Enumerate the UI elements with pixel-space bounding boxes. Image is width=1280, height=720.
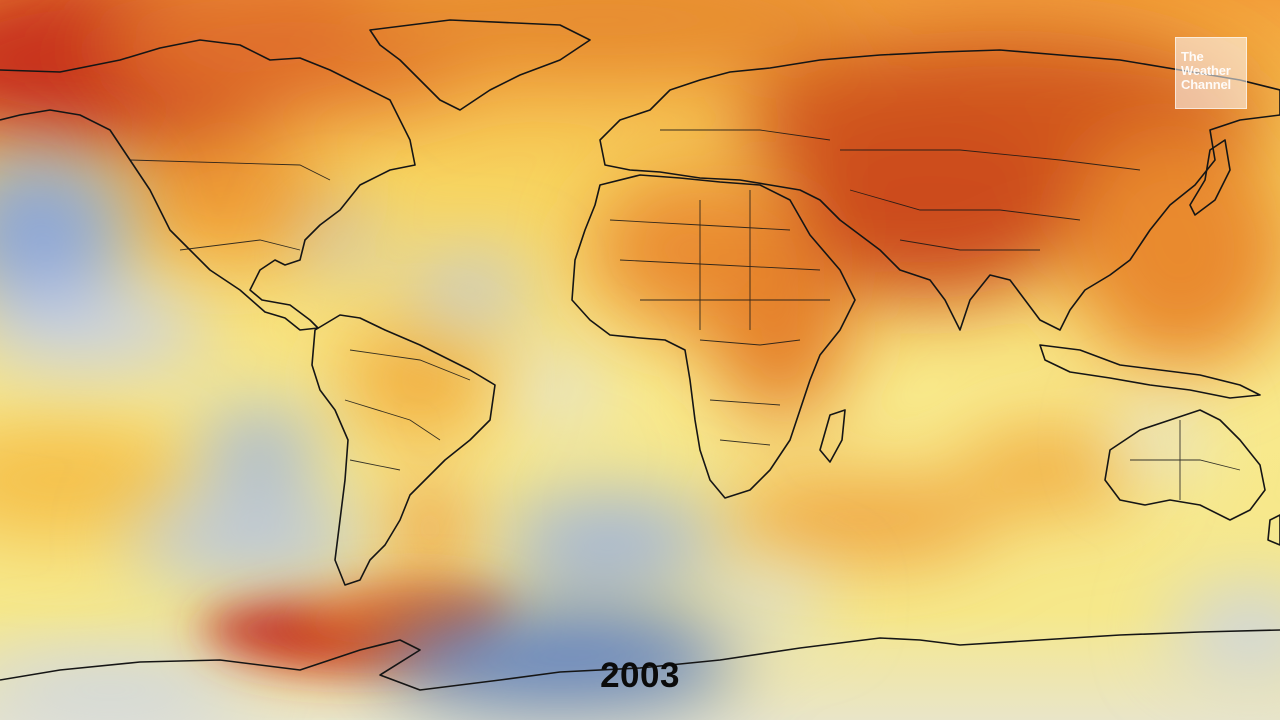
south-america-outline (311, 314, 496, 586)
madagascar-outline (819, 409, 846, 463)
coastlines (0, 19, 1280, 691)
australia-outline (1104, 409, 1266, 521)
year-label: 2003 (600, 656, 680, 695)
country-borders (129, 129, 1241, 500)
new-zealand-outline (1267, 514, 1280, 546)
africa-outline (571, 174, 856, 499)
antarctica-outline (0, 629, 1280, 691)
japan-outline (1189, 139, 1231, 216)
eurasia-outline (599, 49, 1280, 331)
logo-line-2: Weather (1181, 63, 1231, 78)
logo-line-3: Channel (1181, 77, 1231, 92)
southeast-asia-islands-outline (1039, 344, 1261, 399)
logo-line-1: The (1181, 49, 1204, 64)
warm-anomaly-layer (0, 0, 1280, 570)
cool-anomaly-layer (0, 150, 1280, 720)
the-weather-channel-logo: The Weather Channel (1175, 37, 1247, 109)
north-america-outline (0, 39, 416, 331)
greenland-outline (369, 19, 591, 111)
